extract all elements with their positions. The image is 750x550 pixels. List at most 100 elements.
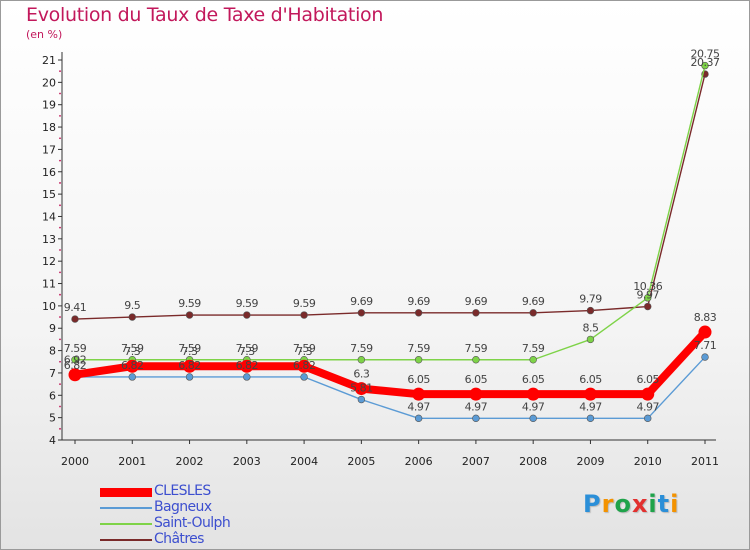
data-point-saint-oulph <box>701 61 709 70</box>
y-minor-tick <box>59 159 61 162</box>
y-tick-label: 20 <box>42 76 56 89</box>
y-tick-label: 16 <box>42 166 56 179</box>
y-minor-tick <box>59 70 61 73</box>
data-point-bagneux <box>701 353 709 361</box>
y-minor-tick <box>59 338 61 341</box>
y-tick-label: 18 <box>42 121 56 134</box>
data-label-bagneux: 4.97 <box>636 400 659 413</box>
data-label-ch-tres: 9.69 <box>407 295 430 308</box>
data-label-bagneux: 6.82 <box>293 359 316 372</box>
data-label-saint-oulph: 7.59 <box>236 342 259 355</box>
y-minor-tick <box>59 226 61 229</box>
x-tick-label: 2009 <box>576 455 604 468</box>
logo-letter: r <box>601 490 615 518</box>
data-label-saint-oulph: 7.59 <box>293 342 316 355</box>
x-tick-label: 2007 <box>462 455 490 468</box>
legend-swatch-clesles <box>100 487 152 497</box>
y-tick-label: 5 <box>49 412 56 425</box>
data-point-ch-tres <box>414 309 423 317</box>
data-label-saint-oulph: 7.59 <box>350 342 373 355</box>
legend-label-saint-oulph: Saint-Oulph <box>154 515 231 531</box>
data-label-saint-oulph: 7.59 <box>465 342 488 355</box>
y-tick-label: 7 <box>49 367 56 380</box>
data-label-saint-oulph: 7.59 <box>121 342 144 355</box>
data-point-clesles <box>297 359 311 373</box>
legend-label-clesles: CLESLES <box>154 483 211 499</box>
data-point-clesles <box>183 359 197 373</box>
x-tick-label: 2003 <box>233 455 261 468</box>
data-label-saint-oulph: 10.36 <box>633 280 662 293</box>
data-point-clesles <box>125 359 139 373</box>
data-point-bagneux <box>300 373 308 381</box>
data-point-bagneux <box>414 414 423 423</box>
data-point-ch-tres <box>71 315 79 323</box>
y-minor-tick <box>59 204 61 207</box>
y-tick-label: 21 <box>42 54 56 67</box>
y-tick-label: 6 <box>49 389 56 402</box>
y-axis-unit-label: (en %) <box>26 28 63 41</box>
y-tick-label: 12 <box>42 255 56 268</box>
data-point-ch-tres <box>644 302 652 311</box>
y-minor-tick <box>59 427 61 430</box>
y-minor-tick <box>59 316 61 318</box>
data-label-ch-tres: 20.37 <box>691 56 720 69</box>
data-point-bagneux <box>472 414 480 423</box>
data-label-saint-oulph: 7.59 <box>64 342 87 355</box>
data-label-bagneux: 4.97 <box>522 400 545 413</box>
data-point-saint-oulph <box>357 356 366 364</box>
data-label-clesles: 6.05 <box>407 373 430 386</box>
data-point-bagneux <box>243 373 251 381</box>
data-point-clesles <box>354 382 368 396</box>
x-tick-label: 2005 <box>347 455 375 468</box>
data-label-bagneux: 5.81 <box>350 382 373 395</box>
data-point-bagneux <box>128 373 136 381</box>
data-point-ch-tres <box>586 306 595 315</box>
data-point-bagneux <box>185 373 194 381</box>
y-tick-label: 11 <box>42 278 56 291</box>
legend-label-ch-tres: Châtres <box>154 531 204 547</box>
data-label-saint-oulph: 20.75 <box>691 48 720 61</box>
chart-title: Evolution du Taux de Taxe d'Habitation <box>26 4 384 26</box>
data-point-clesles <box>698 325 712 339</box>
data-label-ch-tres: 9.59 <box>178 297 201 310</box>
y-minor-tick <box>59 137 61 140</box>
logo-letter: o <box>614 490 632 518</box>
data-point-clesles <box>641 387 655 401</box>
y-tick-label: 19 <box>42 99 56 112</box>
data-label-clesles: 6.3 <box>353 368 369 381</box>
data-point-ch-tres <box>357 309 366 317</box>
data-label-ch-tres: 9.69 <box>465 295 488 308</box>
data-label-bagneux: 4.97 <box>407 400 430 413</box>
y-tick-label: 4 <box>49 434 56 447</box>
data-point-ch-tres <box>243 311 251 319</box>
data-label-bagneux: 6.82 <box>236 359 259 372</box>
y-tick-label: 15 <box>42 188 56 201</box>
data-label-bagneux: 4.97 <box>465 400 488 413</box>
x-tick-label: 2001 <box>118 455 146 468</box>
data-label-bagneux: 6.82 <box>64 359 87 372</box>
data-point-saint-oulph <box>644 294 652 302</box>
data-label-clesles: 7.3 <box>239 345 255 358</box>
y-tick-label: 8 <box>49 345 56 358</box>
y-minor-tick <box>59 271 61 274</box>
data-point-ch-tres <box>128 313 136 321</box>
proxiti-logo: Proxiti <box>583 490 679 518</box>
y-minor-tick <box>59 249 61 251</box>
logo-letter: i <box>648 490 658 518</box>
data-point-clesles <box>583 387 597 401</box>
data-label-clesles: 6.92 <box>64 354 87 367</box>
data-point-clesles <box>68 368 82 382</box>
x-tick-label: 2000 <box>61 455 89 468</box>
logo-letter: x <box>631 490 649 518</box>
x-tick-label: 2010 <box>634 455 662 468</box>
y-tick-label: 10 <box>42 300 56 313</box>
data-label-bagneux: 4.97 <box>579 400 602 413</box>
data-label-ch-tres: 9.5 <box>124 299 140 312</box>
x-tick-label: 2002 <box>176 455 204 468</box>
data-point-clesles <box>526 387 540 401</box>
y-minor-tick <box>59 114 61 117</box>
series-line-bagneux <box>75 356 706 420</box>
data-label-clesles: 8.83 <box>694 311 717 324</box>
